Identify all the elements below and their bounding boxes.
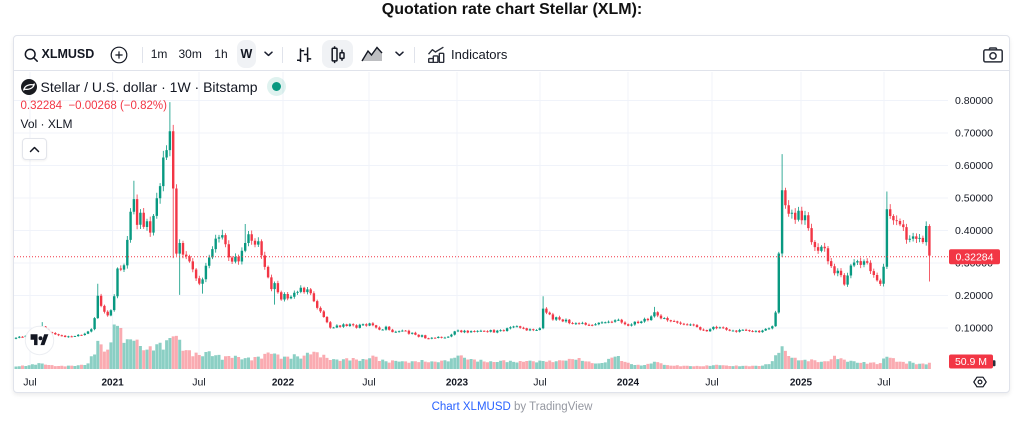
svg-text:0.50000: 0.50000 xyxy=(955,193,993,205)
svg-text:50.9 M: 50.9 M xyxy=(955,356,987,368)
svg-text:2021: 2021 xyxy=(101,378,124,389)
svg-text:2022: 2022 xyxy=(272,378,295,389)
svg-text:Jul: Jul xyxy=(877,377,890,389)
svg-text:Jul: Jul xyxy=(192,377,205,389)
svg-text:0.80000: 0.80000 xyxy=(955,95,993,107)
svg-text:0.60000: 0.60000 xyxy=(955,160,993,172)
svg-text:Jul: Jul xyxy=(23,377,36,389)
svg-text:2023: 2023 xyxy=(446,378,469,389)
svg-text:0.40000: 0.40000 xyxy=(955,225,993,237)
svg-text:0.10000: 0.10000 xyxy=(955,323,993,335)
svg-text:Jul: Jul xyxy=(533,377,546,389)
svg-text:Jul: Jul xyxy=(705,377,718,389)
svg-text:0.32284: 0.32284 xyxy=(956,251,994,263)
svg-text:2025: 2025 xyxy=(790,378,813,389)
svg-text:Jul: Jul xyxy=(362,377,375,389)
svg-text:0.70000: 0.70000 xyxy=(955,128,993,140)
svg-text:2024: 2024 xyxy=(617,378,640,389)
svg-text:0.20000: 0.20000 xyxy=(955,290,993,302)
